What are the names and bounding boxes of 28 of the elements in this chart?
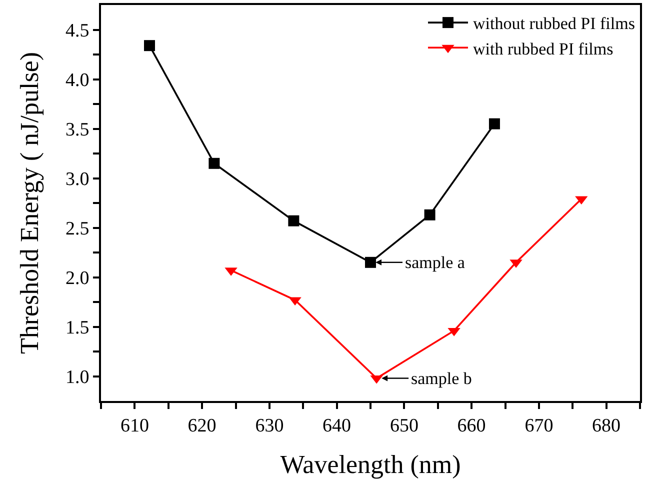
legend-label: without rubbed PI films [473,14,635,34]
annotation: sample b [411,369,472,388]
legend-label: with rubbed PI films [473,39,614,58]
point [144,40,156,52]
y-tick-label: 3.0 [66,168,90,190]
y-axis-title: Threshold Energy ( nJ/pulse) [15,52,44,354]
point [288,215,300,226]
x-tick-label: 680 [592,416,621,437]
x-tick-label: 640 [322,416,352,437]
x-tick-label: 620 [188,416,216,437]
x-tick-label: 630 [255,416,284,437]
y-tick-label: 4.5 [66,20,90,42]
y-tick-label: 1.0 [66,366,90,388]
y-tick-label: 4.0 [66,70,90,91]
x-tick-label: 610 [120,416,149,437]
y-tick-label: 1.5 [66,317,90,338]
y-tick-label: 3.5 [66,119,90,140]
point [488,118,500,130]
point [424,209,436,220]
x-tick-label: 660 [457,416,486,437]
x-tick-label: 650 [390,416,418,437]
x-axis-title: Wavelength (nm) [280,450,461,479]
y-tick-label: 2.5 [66,218,90,240]
point [365,256,376,268]
y-tick-label: 2.0 [66,268,90,289]
annotation: sample a [405,253,466,272]
x-tick-label: 670 [524,416,554,437]
point [208,158,220,169]
